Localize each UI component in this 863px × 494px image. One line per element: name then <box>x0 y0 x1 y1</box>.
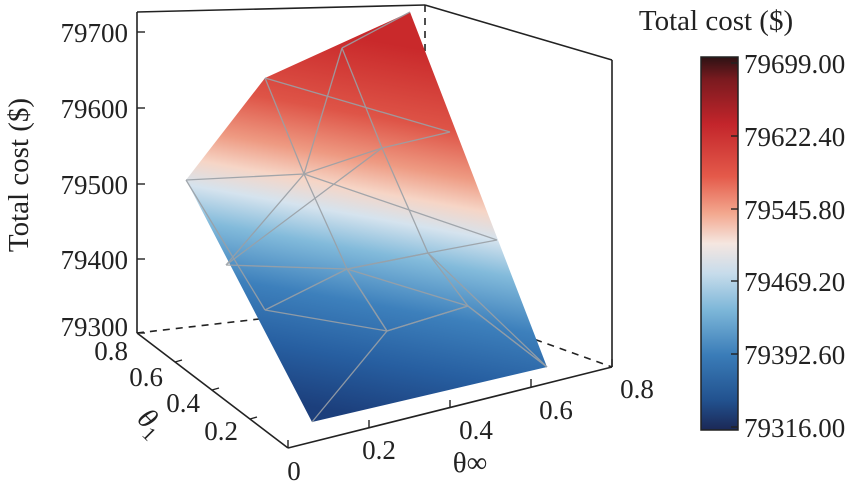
y-tick-label: 0.4 <box>166 388 200 418</box>
x-tick-label: 0.6 <box>539 395 573 425</box>
y-axis-title: θ1 <box>127 402 170 445</box>
colorbar-tick-label: 79392.60 <box>744 340 845 370</box>
surface-patch <box>186 12 547 422</box>
surface-mesh <box>185 11 548 423</box>
x-tick-marks <box>287 359 613 448</box>
z-tick-label: 79500 <box>61 170 129 200</box>
z-axis-title: Total cost ($) <box>3 98 35 252</box>
z-tick-label: 79300 <box>61 312 129 342</box>
y-tick-label: 0.6 <box>129 362 163 392</box>
z-tick-marks <box>137 31 145 334</box>
colorbar-gradient <box>700 56 739 431</box>
colorbar-tick-label: 79316.00 <box>744 413 845 443</box>
z-tick-label: 79400 <box>61 245 129 275</box>
y-tick-label: 0.2 <box>204 416 238 446</box>
colorbar-title: Total cost ($) <box>639 5 793 37</box>
z-tick-label: 79600 <box>61 94 129 124</box>
y-tick-label: 0.8 <box>94 336 128 366</box>
x-tick-label: 0.8 <box>620 374 654 404</box>
x-tick-label: 0 <box>287 456 301 486</box>
colorbar-tick-label: 79545.80 <box>744 195 845 225</box>
colorbar-tick-label: 79699.00 <box>744 49 845 79</box>
x-tick-labels: 0 0.2 0.4 0.6 0.8 <box>287 374 654 486</box>
y-tick-marks <box>174 359 258 420</box>
colorbar-tick-label: 79622.40 <box>744 122 845 152</box>
colorbar-tick-label: 79469.20 <box>744 267 845 297</box>
z-tick-label: 79700 <box>61 18 129 48</box>
y-tick-labels: 0.8 0.6 0.4 0.2 <box>94 336 238 446</box>
x-tick-label: 0.2 <box>362 435 396 465</box>
colorbar-tick-marks <box>731 62 738 428</box>
x-tick-label: 0.4 <box>459 415 493 445</box>
x-axis-title: θ∞ <box>453 447 488 479</box>
z-tick-labels: 79700 79600 79500 79400 79300 <box>61 18 129 342</box>
surface <box>185 11 548 423</box>
colorbar: Total cost ($) 79699.00 79622.40 79545.8… <box>639 5 845 443</box>
